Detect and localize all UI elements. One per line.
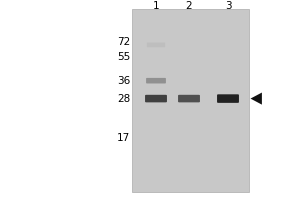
Text: 28: 28 [117, 94, 130, 104]
Text: 17: 17 [117, 133, 130, 143]
Polygon shape [250, 93, 262, 105]
Text: 36: 36 [117, 76, 130, 86]
Text: 72: 72 [117, 37, 130, 47]
Text: 55: 55 [117, 52, 130, 62]
Text: 3: 3 [225, 1, 231, 11]
FancyBboxPatch shape [147, 43, 165, 47]
Text: 1: 1 [153, 1, 159, 11]
Bar [132, 9, 249, 192]
Text: 2: 2 [186, 1, 192, 11]
FancyBboxPatch shape [146, 78, 166, 83]
FancyBboxPatch shape [217, 94, 239, 103]
FancyBboxPatch shape [178, 95, 200, 102]
FancyBboxPatch shape [145, 95, 167, 102]
